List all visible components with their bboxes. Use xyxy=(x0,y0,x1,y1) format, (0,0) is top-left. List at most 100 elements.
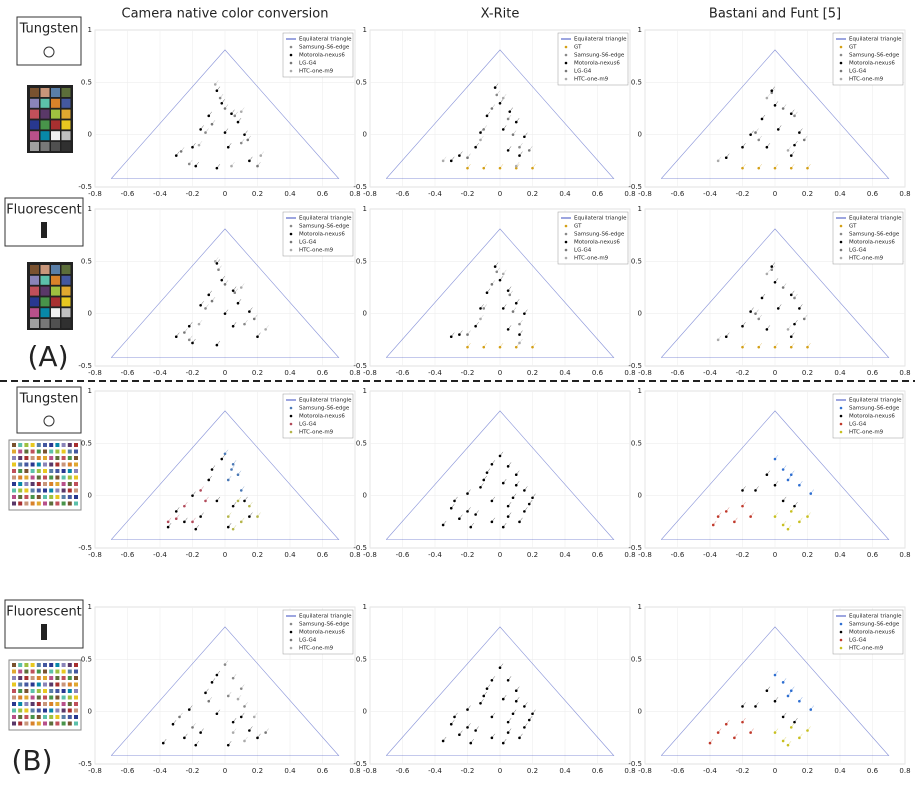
patch xyxy=(18,462,23,467)
point xyxy=(798,520,801,524)
x-tick-label: 0.6 xyxy=(317,767,329,775)
patch xyxy=(55,663,60,667)
patch xyxy=(74,702,78,706)
point xyxy=(236,473,240,477)
point xyxy=(239,520,243,524)
legend-label: LG-G4 xyxy=(299,638,317,644)
legend-label: HTC-one-m9 xyxy=(299,430,334,436)
triangle-line xyxy=(111,49,340,179)
point xyxy=(749,731,752,734)
legend-marker xyxy=(289,646,293,650)
point xyxy=(506,515,510,518)
patch xyxy=(67,456,72,460)
y-tick-label: 0.5 xyxy=(631,439,642,447)
legend-marker xyxy=(564,69,568,73)
point xyxy=(749,515,752,518)
point xyxy=(527,149,531,152)
legend: Equilateral triangle GT Samsung-S6-edge Mot… xyxy=(557,32,629,86)
patch xyxy=(43,676,47,680)
patch xyxy=(43,663,47,667)
patch xyxy=(61,286,71,296)
patch xyxy=(55,715,60,719)
point xyxy=(230,164,233,168)
patch xyxy=(43,449,47,454)
patch xyxy=(18,488,23,493)
legend-marker xyxy=(839,622,843,626)
legend-marker xyxy=(289,224,293,228)
point xyxy=(506,678,510,682)
patch xyxy=(36,475,41,480)
patch xyxy=(18,695,23,700)
x-tick-label: 0.2 xyxy=(802,190,813,198)
legend-marker xyxy=(289,430,293,434)
x-tick-label: -0.4 xyxy=(428,369,442,377)
patch xyxy=(30,663,35,667)
patch xyxy=(67,462,72,467)
point xyxy=(765,473,769,477)
legend-marker xyxy=(839,414,843,418)
patch xyxy=(51,131,60,141)
legend-label: Motorola-nexus6 xyxy=(299,53,345,59)
point xyxy=(786,478,790,482)
point xyxy=(789,293,793,297)
point xyxy=(741,489,744,492)
patch xyxy=(30,275,39,285)
point xyxy=(523,510,526,513)
legend-label: Motorola-nexus6 xyxy=(849,630,895,636)
patch xyxy=(49,676,54,680)
patch xyxy=(61,443,66,447)
point xyxy=(178,715,181,719)
patch xyxy=(36,669,41,674)
x-tick-label: -0.4 xyxy=(153,551,167,559)
point xyxy=(518,322,521,326)
point xyxy=(806,166,809,170)
point xyxy=(264,328,267,331)
patch xyxy=(30,98,39,108)
row-label: Fluorescent xyxy=(6,203,82,218)
point xyxy=(776,307,780,310)
patch xyxy=(12,702,16,706)
patch xyxy=(55,469,60,473)
patch xyxy=(24,721,29,726)
point xyxy=(781,107,785,110)
point xyxy=(223,107,227,110)
point xyxy=(514,301,518,305)
patch xyxy=(36,663,41,667)
x-tick-label: -0.4 xyxy=(428,767,442,775)
point xyxy=(501,96,505,100)
point xyxy=(773,104,777,107)
patch xyxy=(36,689,41,693)
point xyxy=(441,159,445,163)
x-tick-label: 0.2 xyxy=(802,767,813,775)
point xyxy=(490,736,494,740)
x-tick-label: 0.8 xyxy=(899,190,910,198)
point xyxy=(716,731,720,734)
legend-marker xyxy=(839,240,843,244)
patch xyxy=(30,88,39,97)
patch xyxy=(55,501,60,506)
patch xyxy=(12,695,16,700)
patch xyxy=(30,120,39,130)
point xyxy=(482,166,486,170)
y-tick-label: 0.5 xyxy=(81,257,92,265)
point xyxy=(226,694,230,698)
patch xyxy=(43,695,47,700)
point xyxy=(770,89,774,93)
point xyxy=(773,515,777,518)
legend-label: HTC-one-m9 xyxy=(299,248,334,254)
legend-marker xyxy=(839,430,843,434)
point xyxy=(770,265,774,268)
point xyxy=(793,720,796,724)
point xyxy=(802,317,806,321)
legend-label: Samsung-S6-edge xyxy=(299,224,350,230)
legend-marker xyxy=(564,224,568,228)
legend-label: Equilateral triangle xyxy=(849,614,902,620)
x-tick-label: -0.6 xyxy=(121,369,135,377)
patch xyxy=(61,319,71,328)
point xyxy=(466,726,469,729)
x-tick-label: 0 xyxy=(223,767,227,775)
point xyxy=(194,743,198,747)
x-tick-label: -0.4 xyxy=(703,767,717,775)
legend-marker xyxy=(289,69,293,73)
point xyxy=(210,681,214,684)
